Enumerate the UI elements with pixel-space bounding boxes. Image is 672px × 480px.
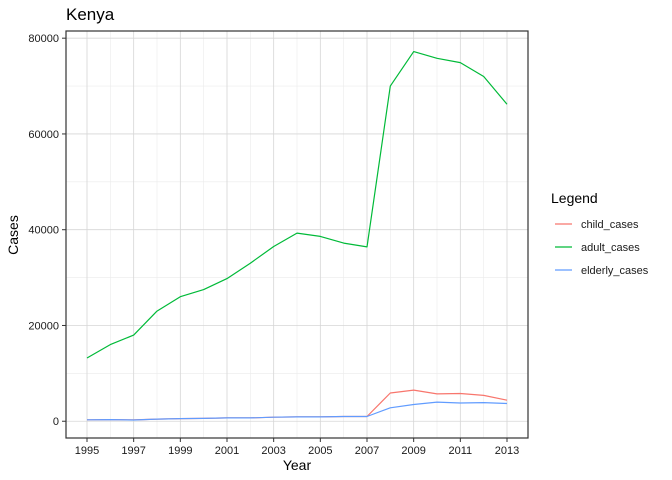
legend: Legend child_cases adult_cases elderly_cas… <box>551 190 649 277</box>
legend-label-elderly-cases: elderly_cases <box>581 265 649 277</box>
x-tick-label: 2011 <box>449 445 473 457</box>
grid-lines <box>66 31 528 438</box>
y-tick-label: 0 <box>53 416 59 428</box>
x-tick-label: 2005 <box>308 445 332 457</box>
panel-border <box>65 30 529 439</box>
chart-title: Kenya <box>66 5 115 24</box>
axis-ticks: 1995 1997 1999 2001 2003 2005 2007 2009 2011 2013… <box>28 33 519 457</box>
y-tick-label: 60000 <box>28 129 59 141</box>
x-tick-label: 2007 <box>355 445 379 457</box>
legend-label-adult-cases: adult_cases <box>581 242 640 254</box>
series-line-elderly-cases <box>86 401 508 421</box>
x-tick-label: 2001 <box>215 445 239 457</box>
y-tick-label: 20000 <box>28 320 59 332</box>
x-tick-label: 2003 <box>261 445 285 457</box>
x-tick-label: 1999 <box>168 445 192 457</box>
series-lines <box>86 50 508 421</box>
x-tick-label: 2013 <box>495 445 519 457</box>
series-line-adult-cases <box>86 50 508 359</box>
legend-label-child-cases: child_cases <box>581 219 639 231</box>
x-tick-label: 1995 <box>75 445 99 457</box>
y-tick-label: 40000 <box>28 225 59 237</box>
legend-title: Legend <box>551 190 598 206</box>
y-axis-title: Cases <box>5 215 21 255</box>
x-axis-title: Year <box>283 457 312 473</box>
x-tick-label: 1997 <box>121 445 145 457</box>
y-tick-label: 80000 <box>28 33 59 45</box>
x-tick-label: 2009 <box>401 445 425 457</box>
